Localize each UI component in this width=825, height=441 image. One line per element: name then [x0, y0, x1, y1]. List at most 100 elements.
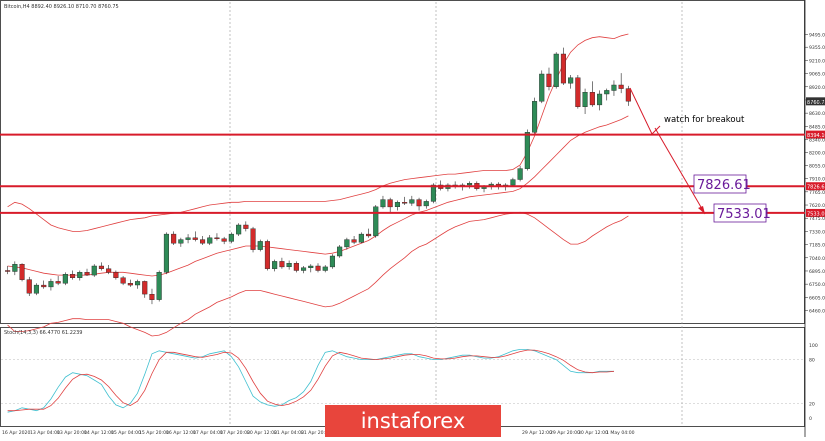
x-tick-label: 20 Apr 12:00 — [247, 430, 277, 436]
bollinger-upper — [7, 33, 629, 232]
candle-body — [5, 270, 11, 272]
level-price-tag-0: 8394.10 — [807, 133, 825, 139]
watch-breakout-label: watch for breakout — [664, 115, 745, 125]
x-tick-label: 29 Apr 20:00 — [550, 430, 580, 436]
candle-body — [467, 182, 473, 186]
candle-body — [510, 179, 516, 186]
candle-body — [171, 233, 177, 244]
candle-body — [380, 199, 386, 208]
candle-body — [48, 281, 54, 288]
candle-body — [308, 265, 314, 268]
level-price-tag-bg-1 — [806, 182, 825, 191]
watermark-logo: instaforex — [361, 409, 466, 433]
x-tick-label: 30 Apr 12:00 — [578, 430, 608, 436]
candle-body — [532, 101, 538, 133]
level1-label: 7826.61 — [697, 178, 751, 193]
x-tick-label: 15 Apr 20:00 — [139, 430, 169, 436]
y-tick-label: 9065.00 — [809, 72, 825, 78]
candle-body — [366, 233, 372, 237]
candle-body — [272, 261, 278, 269]
candle-body — [55, 281, 61, 284]
chart-title: Bitcoin,H4 8892.40 8926.10 8710.70 8760.… — [4, 4, 119, 10]
candle-body — [373, 206, 379, 237]
x-tick-label: 17 Apr 20:00 — [220, 430, 250, 436]
candle-body — [402, 202, 408, 204]
y-tick-label: 8775.00 — [809, 98, 825, 104]
level-price-tag-bg-0 — [806, 130, 825, 139]
candle-body — [539, 73, 545, 102]
stoch-level-100: 100 — [809, 343, 818, 349]
stoch-k-line — [7, 349, 614, 413]
y-tick-label: 6460.00 — [809, 309, 825, 315]
main-pane-frame — [0, 0, 805, 324]
y-tick-label: 8200.00 — [809, 150, 825, 156]
candle-body — [337, 246, 343, 257]
x-tick-label: 13 Apr 20:00 — [57, 430, 87, 436]
y-tick-label: 9355.00 — [809, 45, 825, 51]
candle-body — [19, 264, 25, 280]
bollinger-lower — [7, 211, 629, 337]
candle-body — [301, 267, 307, 271]
y-tick-label: 6750.00 — [809, 282, 825, 288]
candle-body — [286, 263, 292, 268]
candle-body — [250, 228, 256, 250]
x-tick-label: 21 Apr 04:00 — [274, 430, 304, 436]
level-price-tag-bg-2 — [806, 208, 825, 217]
candle-body — [192, 237, 198, 240]
arrow-head-icon — [698, 206, 705, 214]
candle-body — [358, 233, 364, 243]
candle-body — [293, 263, 299, 271]
y-tick-label: 6605.00 — [809, 295, 825, 301]
candle-body — [387, 199, 393, 208]
projection-arrow-to-breakout — [629, 87, 661, 135]
candle-body — [84, 272, 90, 276]
candle-body — [517, 168, 523, 180]
y-tick-label: 7040.00 — [809, 256, 825, 262]
candle-body — [279, 261, 285, 268]
candle-body — [134, 281, 141, 286]
candle-body — [12, 264, 18, 272]
candle-body — [207, 237, 213, 244]
x-tick-label: 14 Apr 12:00 — [84, 430, 114, 436]
candle-body — [322, 266, 328, 271]
y-tick-label: 8630.00 — [809, 111, 825, 117]
candle-body — [221, 238, 227, 242]
stoch-level-80: 80 — [809, 358, 815, 364]
y-tick-label: 8485.00 — [809, 124, 825, 130]
level2-label: 7533.01 — [717, 207, 771, 222]
y-tick-label: 7910.00 — [809, 177, 825, 183]
level-price-tag-2: 7533.01 — [807, 211, 825, 217]
candle-body — [597, 93, 603, 106]
y-tick-label: 8340.00 — [809, 138, 825, 144]
candle-body — [351, 239, 357, 243]
candle-body — [589, 91, 595, 106]
candle-body — [98, 265, 104, 269]
candle-body — [604, 90, 610, 95]
x-tick-label: 16 Apr 12:00 — [166, 430, 196, 436]
candle-body — [199, 239, 206, 244]
candle-body — [214, 237, 220, 240]
candle-body — [41, 284, 47, 288]
y-tick-label: 9495.00 — [809, 32, 825, 38]
stoch-title: Stoch(14,3,3) 66.4770 61.2239 — [4, 330, 82, 336]
candle-body — [69, 274, 76, 279]
projection-arrow-down — [654, 127, 706, 215]
y-tick-label: 7765.00 — [809, 190, 825, 196]
candle-body — [582, 91, 588, 107]
level2-label-box — [713, 203, 767, 223]
candle-body — [560, 53, 566, 84]
y-tick-label: 8055.00 — [809, 163, 825, 169]
candle-body — [178, 239, 184, 244]
candle-body — [329, 255, 336, 268]
x-tick-label: 17 Apr 04:00 — [193, 430, 223, 436]
level-price-tag-1: 7826.61 — [807, 185, 825, 191]
candle-body — [409, 199, 415, 204]
candle-body — [423, 201, 429, 207]
candle-body — [344, 239, 350, 248]
level1-label-box — [693, 174, 747, 194]
candle-body — [127, 283, 133, 286]
candle-body — [625, 88, 631, 102]
x-tick-label: 16 Apr 2020 — [2, 430, 30, 436]
